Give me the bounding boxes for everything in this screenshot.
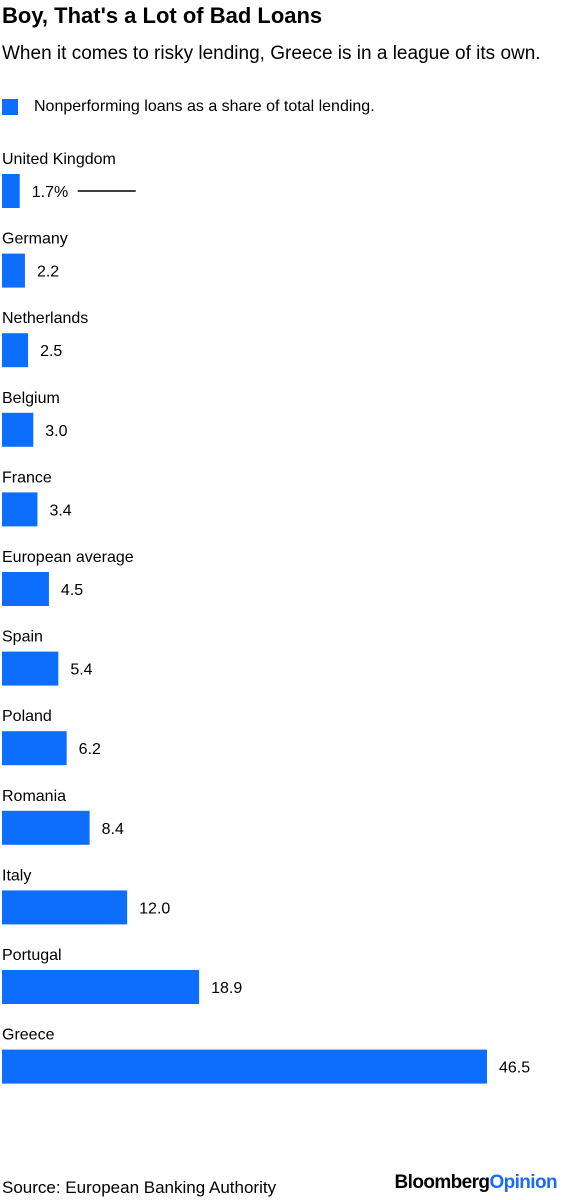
value-label: 1.7% xyxy=(32,184,68,201)
legend: Nonperforming loans as a share of total … xyxy=(2,96,375,118)
value-label: 2.5 xyxy=(40,343,62,360)
chart-subtitle: When it comes to risky lending, Greece i… xyxy=(2,43,541,64)
brand-logo: BloombergOpinion xyxy=(394,1172,558,1194)
category-label: Poland xyxy=(2,708,52,725)
value-label: 8.4 xyxy=(102,821,124,838)
value-label: 4.5 xyxy=(61,582,83,599)
category-label: Portugal xyxy=(2,947,62,964)
category-label: Greece xyxy=(2,1027,55,1044)
value-label: 2.2 xyxy=(37,264,59,281)
category-label: Germany xyxy=(2,231,68,248)
category-label: France xyxy=(2,469,52,486)
bar-chart: United Kingdom 1.7% Germany 2.2 Netherlands 2… xyxy=(2,151,530,1084)
bar xyxy=(2,412,34,447)
value-label: 6.2 xyxy=(79,741,101,758)
bar xyxy=(2,174,20,208)
value-label: 12.0 xyxy=(139,900,170,917)
category-label: Belgium xyxy=(2,390,60,407)
bar xyxy=(2,253,25,288)
value-label: 3.0 xyxy=(45,423,67,440)
category-label: Romania xyxy=(2,788,66,805)
bar xyxy=(2,572,49,606)
bar xyxy=(2,970,200,1004)
bar xyxy=(2,890,128,925)
bar xyxy=(2,810,90,845)
bar xyxy=(2,1049,487,1084)
chart-title: Boy, That's a Lot of Bad Loans xyxy=(2,3,323,28)
value-label: 5.4 xyxy=(70,662,92,679)
category-label: Netherlands xyxy=(2,310,88,327)
value-label: 3.4 xyxy=(49,502,71,519)
source-note: Source: European Banking Authority xyxy=(2,1178,277,1197)
legend-label: Nonperforming loans as a share of total … xyxy=(34,98,375,115)
category-label: European average xyxy=(2,549,134,566)
legend-swatch xyxy=(2,99,18,115)
value-label: 46.5 xyxy=(499,1060,530,1077)
bar xyxy=(2,651,59,686)
bar xyxy=(2,731,67,766)
category-label: United Kingdom xyxy=(2,151,116,168)
bar xyxy=(2,333,29,368)
brand-part1: Bloomberg xyxy=(394,1172,490,1193)
brand-part2: Opinion xyxy=(489,1172,557,1193)
value-label: 18.9 xyxy=(211,980,242,997)
bar xyxy=(2,492,38,527)
category-label: Spain xyxy=(2,629,43,646)
category-label: Italy xyxy=(2,867,31,884)
